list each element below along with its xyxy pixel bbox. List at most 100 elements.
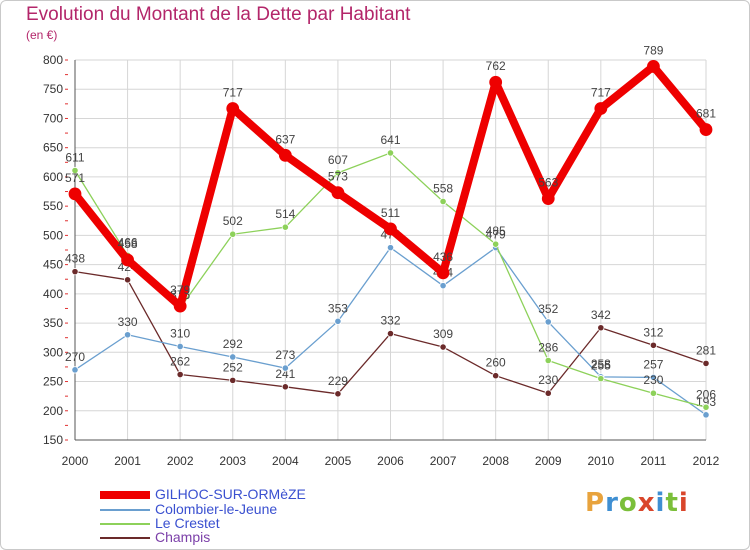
data-label: 312 xyxy=(643,325,663,339)
legend-label: Colombier-le-Jeune xyxy=(155,501,278,517)
legend-label: Le Crestet xyxy=(155,515,220,531)
data-label: 502 xyxy=(223,214,243,228)
data-label: 466 xyxy=(118,235,138,249)
y-tick-label: 300 xyxy=(43,345,63,359)
data-point xyxy=(699,123,713,136)
data-point xyxy=(702,411,710,419)
data-label: 309 xyxy=(433,327,453,341)
data-label: 479 xyxy=(486,228,506,242)
data-label: 571 xyxy=(65,171,85,185)
data-label: 611 xyxy=(65,150,84,164)
data-label: 514 xyxy=(275,207,295,221)
y-tick-label: 200 xyxy=(43,404,63,418)
data-label: 292 xyxy=(223,337,243,351)
data-point xyxy=(386,149,395,157)
data-point xyxy=(68,187,82,201)
data-label: 262 xyxy=(170,355,190,369)
data-label: 260 xyxy=(486,356,506,370)
data-point xyxy=(649,341,658,349)
legend-label: GILHOC-SUR-ORMèZE xyxy=(155,486,306,502)
y-tick-label: 800 xyxy=(43,53,63,67)
x-tick-label: 2004 xyxy=(272,454,299,468)
data-point xyxy=(439,282,447,290)
data-point xyxy=(176,342,184,351)
y-tick-label: 600 xyxy=(43,170,63,184)
data-point xyxy=(281,383,289,391)
data-point xyxy=(173,299,187,313)
data-point xyxy=(71,268,79,276)
x-tick-label: 2009 xyxy=(535,454,562,468)
data-label: 717 xyxy=(223,86,243,100)
x-tick-label: 2002 xyxy=(167,454,194,468)
data-point xyxy=(334,317,342,325)
y-tick-label: 750 xyxy=(43,82,63,96)
data-label: 281 xyxy=(696,343,716,357)
data-label: 607 xyxy=(328,153,348,167)
data-point xyxy=(176,370,184,379)
logo-letter: r xyxy=(605,488,619,518)
data-label: 342 xyxy=(591,308,611,322)
data-label: 485 xyxy=(486,224,506,238)
data-label: 230 xyxy=(538,373,558,387)
data-label: 436 xyxy=(433,250,453,264)
data-label: 255 xyxy=(591,359,611,373)
data-point xyxy=(492,240,500,248)
logo-letter: x xyxy=(637,488,656,518)
data-point xyxy=(436,266,450,280)
y-tick-label: 550 xyxy=(43,199,63,213)
data-point xyxy=(123,276,132,284)
logo-letter: i xyxy=(678,488,689,518)
x-tick-label: 2000 xyxy=(62,454,89,468)
data-point xyxy=(439,197,447,206)
data-point xyxy=(544,318,552,326)
data-point xyxy=(544,356,552,365)
data-point xyxy=(384,222,397,236)
chart-subtitle: (en €) xyxy=(26,28,58,42)
data-label: 762 xyxy=(486,59,506,73)
x-tick-label: 2010 xyxy=(587,454,614,468)
data-label: 563 xyxy=(538,176,558,190)
y-tick-label: 350 xyxy=(43,316,63,330)
data-point xyxy=(597,375,605,383)
data-point xyxy=(121,253,134,267)
data-point xyxy=(649,389,658,397)
logo-letter: t xyxy=(665,488,679,518)
data-label: 438 xyxy=(65,252,85,266)
logo-letter: o xyxy=(618,488,638,518)
data-label: 258 xyxy=(591,357,611,371)
data-label: 229 xyxy=(328,374,348,388)
data-label: 310 xyxy=(170,326,190,340)
x-tick-label: 2001 xyxy=(114,454,141,468)
data-point xyxy=(386,329,395,338)
data-point xyxy=(594,102,608,115)
data-label: 717 xyxy=(591,86,611,100)
data-label: 352 xyxy=(538,302,558,316)
data-label: 353 xyxy=(328,301,348,315)
legend-swatch xyxy=(100,509,150,511)
data-label: 273 xyxy=(275,348,295,362)
legend-swatch xyxy=(100,523,150,525)
data-point xyxy=(492,372,500,380)
data-point xyxy=(229,376,237,384)
y-tick-label: 500 xyxy=(43,228,63,242)
data-point xyxy=(226,102,240,115)
x-tick-label: 2003 xyxy=(219,454,246,468)
data-label: 558 xyxy=(433,181,453,195)
y-tick-label: 700 xyxy=(43,111,63,125)
x-tick-label: 2006 xyxy=(377,454,404,468)
legend-swatch xyxy=(100,537,150,539)
data-label: 206 xyxy=(696,387,716,401)
data-point xyxy=(71,166,79,175)
y-tick-label: 150 xyxy=(43,433,63,447)
data-point xyxy=(331,186,345,200)
data-label: 379 xyxy=(170,283,190,297)
y-tick-label: 650 xyxy=(43,141,63,155)
data-label: 252 xyxy=(223,360,243,374)
data-point xyxy=(229,230,237,238)
data-label: 458 xyxy=(118,237,138,251)
data-label: 641 xyxy=(380,133,400,147)
proxiti-logo: Proxiti xyxy=(585,488,689,518)
data-point xyxy=(702,359,710,368)
data-label: 789 xyxy=(643,43,663,57)
